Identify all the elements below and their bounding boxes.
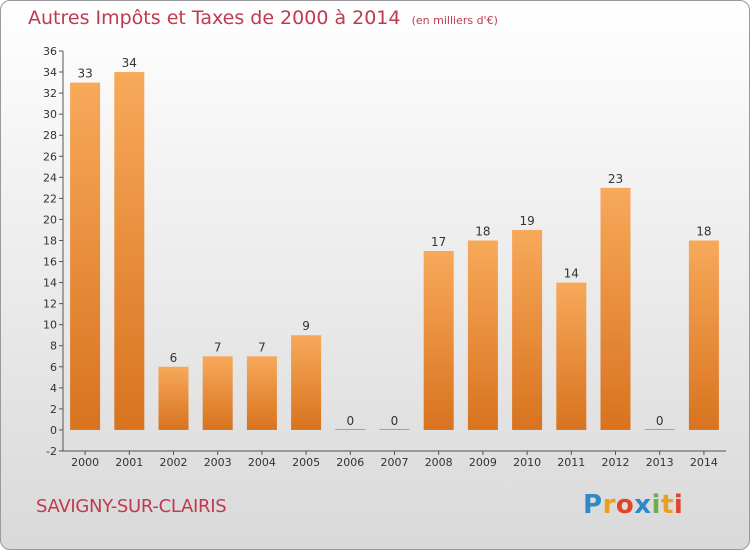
x-tick-label-2013: 2013: [646, 456, 674, 469]
chart-title-block: Autres Impôts et Taxes de 2000 à 2014 (e…: [28, 7, 498, 29]
x-tick-label-2009: 2009: [469, 456, 497, 469]
value-label-2008: 17: [431, 235, 446, 249]
commune-name: SAVIGNY-SUR-CLAIRIS: [36, 496, 227, 517]
bar-2012: [600, 187, 631, 430]
y-tick-label: 18: [43, 234, 57, 247]
value-label-2006: 0: [346, 414, 354, 428]
x-tick-label-2003: 2003: [204, 456, 232, 469]
y-tick-label: -2: [46, 445, 57, 458]
bar-2009: [467, 240, 498, 430]
value-label-2009: 18: [475, 224, 490, 238]
value-label-2003: 7: [214, 340, 222, 354]
bar-2013: [644, 428, 675, 430]
y-tick-label: 4: [50, 382, 57, 395]
x-tick-label-2008: 2008: [425, 456, 453, 469]
logo-letter: o: [615, 490, 635, 520]
x-tick-label-2006: 2006: [336, 456, 364, 469]
bar-2014: [688, 240, 719, 430]
x-tick-label-2000: 2000: [71, 456, 99, 469]
value-label-2000: 33: [77, 67, 92, 81]
y-tick-label: 32: [43, 87, 57, 100]
logo-letter: P: [583, 490, 603, 520]
bar-2006: [335, 428, 366, 430]
logo-letter: t: [660, 490, 674, 520]
bar-2005: [291, 335, 322, 430]
bar-2010: [512, 229, 543, 430]
y-tick-label: 34: [43, 66, 57, 79]
y-tick-label: 12: [43, 298, 57, 311]
logo-letter: r: [602, 490, 616, 520]
bar-2004: [246, 356, 277, 430]
y-tick-label: 8: [50, 340, 57, 353]
value-label-2005: 9: [302, 319, 310, 333]
bar-2001: [114, 72, 145, 430]
y-tick-label: 24: [43, 171, 57, 184]
x-tick-label-2007: 2007: [381, 456, 409, 469]
y-tick-label: 20: [43, 213, 57, 226]
y-tick-label: 26: [43, 150, 57, 163]
labels-group: 33 34 6 7 7 9 0 0 17 18 19 14 23 0 18: [77, 56, 711, 428]
y-tick-label: 6: [50, 361, 57, 374]
value-label-2002: 6: [170, 351, 178, 365]
x-tick-label-2002: 2002: [160, 456, 188, 469]
y-tick-label: 0: [50, 424, 57, 437]
bar-2000: [70, 82, 101, 430]
x-tick-label-2004: 2004: [248, 456, 276, 469]
value-label-2014: 18: [696, 224, 711, 238]
x-tick-label-2001: 2001: [115, 456, 143, 469]
bars-group: [70, 72, 719, 430]
chart-title: Autres Impôts et Taxes de 2000 à 2014: [28, 7, 401, 29]
x-tick-label-2005: 2005: [292, 456, 320, 469]
y-tick-label: 22: [43, 192, 57, 205]
bar-2008: [423, 251, 454, 430]
logo-letter: i: [651, 490, 661, 520]
logo-letter: i: [673, 490, 684, 520]
value-label-2011: 14: [564, 267, 579, 281]
value-label-2012: 23: [608, 172, 623, 186]
value-label-2013: 0: [656, 414, 664, 428]
x-tick-label-2012: 2012: [602, 456, 630, 469]
chart-unit-note: (en milliers d'€): [411, 14, 498, 27]
y-tick-label: 36: [43, 45, 57, 58]
proxiti-logo: Proxiti: [583, 490, 683, 520]
y-tick-label: 14: [43, 277, 57, 290]
x-tick-label-2011: 2011: [557, 456, 585, 469]
y-tick-label: 28: [43, 129, 57, 142]
value-label-2010: 19: [519, 214, 534, 228]
value-label-2007: 0: [391, 414, 399, 428]
value-label-2004: 7: [258, 340, 266, 354]
x-tick-label-2014: 2014: [690, 456, 718, 469]
y-tick-label: 16: [43, 256, 57, 269]
y-tick-label: 10: [43, 319, 57, 332]
logo-letter: x: [634, 490, 652, 520]
value-label-2001: 34: [122, 56, 137, 70]
bar-2003: [202, 356, 233, 430]
bar-2002: [158, 366, 189, 430]
bar-2007: [379, 428, 410, 430]
y-tick-label: 30: [43, 108, 57, 121]
y-tick-label: 2: [50, 403, 57, 416]
x-tick-label-2010: 2010: [513, 456, 541, 469]
bar-2011: [556, 282, 587, 430]
